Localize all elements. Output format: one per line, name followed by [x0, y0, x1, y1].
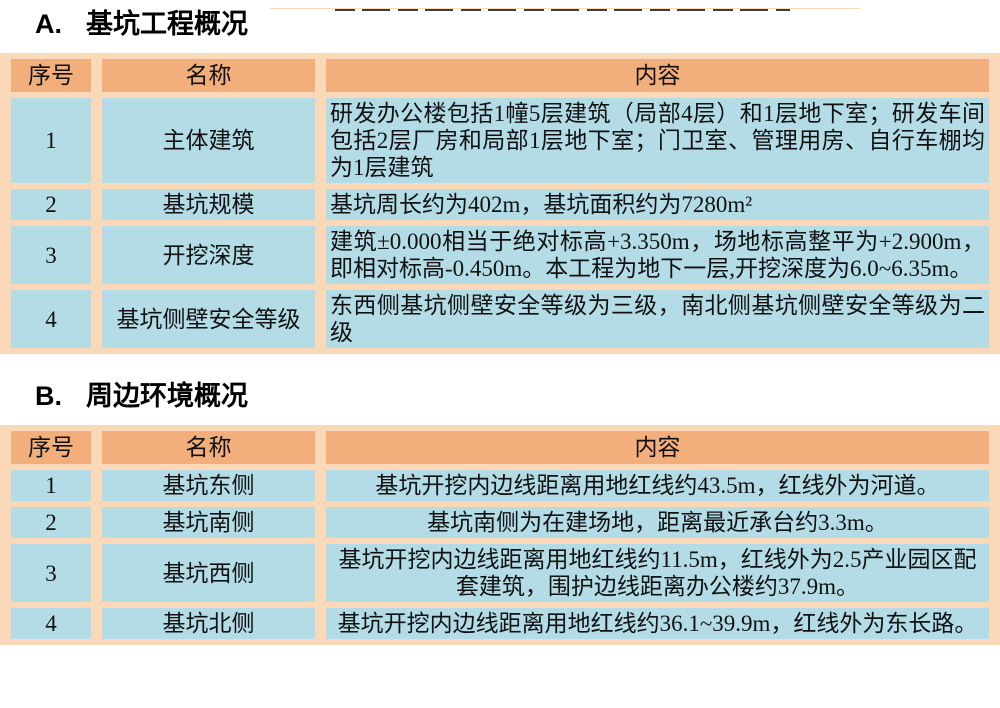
- cropped-content-remnant: [270, 8, 860, 12]
- row-name-cell: 基坑南侧: [102, 507, 315, 538]
- col-header-content: 内容: [326, 59, 989, 92]
- row-name-cell: 基坑东侧: [102, 470, 315, 501]
- col-header-number: 序号: [11, 431, 91, 464]
- table-row: 2 基坑南侧 基坑南侧为在建场地，距离最近承台约3.3m。: [11, 507, 989, 538]
- row-content-cell: 基坑开挖内边线距离用地红线约36.1~39.9m，红线外为东长路。: [326, 608, 989, 639]
- row-content-cell: 研发办公楼包括1幢5层建筑（局部4层）和1层地下室；研发车间包括2层厂房和局部1…: [326, 98, 989, 183]
- row-number-cell: 2: [11, 507, 91, 538]
- row-number-cell: 3: [11, 544, 91, 602]
- row-number-cell: 4: [11, 290, 91, 348]
- table-row: 3 开挖深度 建筑±0.000相当于绝对标高+3.350m，场地标高整平为+2.…: [11, 226, 989, 284]
- cropped-text-dashes: [335, 9, 790, 11]
- table-header-row: 序号 名称 内容: [11, 59, 989, 92]
- row-name-cell: 开挖深度: [102, 226, 315, 284]
- section-b-title: B. 周边环境概况: [35, 380, 1000, 412]
- row-content-cell: 东西侧基坑侧壁安全等级为三级，南北侧基坑侧壁安全等级为二级: [326, 290, 989, 348]
- row-number-cell: 1: [11, 98, 91, 183]
- section-b-heading-text: 周边环境概况: [86, 381, 248, 411]
- section-a-heading-text: 基坑工程概况: [86, 9, 248, 39]
- row-name-cell: 基坑西侧: [102, 544, 315, 602]
- table-row: 1 基坑东侧 基坑开挖内边线距离用地红线约43.5m，红线外为河道。: [11, 470, 989, 501]
- section-b-label: B.: [35, 381, 62, 411]
- row-name-cell: 基坑规模: [102, 189, 315, 220]
- section-a-title: A. 基坑工程概况: [35, 8, 1000, 40]
- table-row: 4 基坑侧壁安全等级 东西侧基坑侧壁安全等级为三级，南北侧基坑侧壁安全等级为二级: [11, 290, 989, 348]
- row-number-cell: 2: [11, 189, 91, 220]
- table-row: 1 主体建筑 研发办公楼包括1幢5层建筑（局部4层）和1层地下室；研发车间包括2…: [11, 98, 989, 183]
- col-header-number: 序号: [11, 59, 91, 92]
- table-foundation-pit-overview: 序号 名称 内容 1 主体建筑 研发办公楼包括1幢5层建筑（局部4层）和1层地下…: [0, 53, 1000, 354]
- row-number-cell: 1: [11, 470, 91, 501]
- row-content-cell: 建筑±0.000相当于绝对标高+3.350m，场地标高整平为+2.900m，即相…: [326, 226, 989, 284]
- row-content-cell: 基坑南侧为在建场地，距离最近承台约3.3m。: [326, 507, 989, 538]
- row-name-cell: 基坑北侧: [102, 608, 315, 639]
- document-page: A. 基坑工程概况 序号 名称 内容 1 主体建筑 研发办公楼包括1幢5层建筑（局…: [0, 8, 1000, 708]
- table-header-row: 序号 名称 内容: [11, 431, 989, 464]
- table-row: 4 基坑北侧 基坑开挖内边线距离用地红线约36.1~39.9m，红线外为东长路。: [11, 608, 989, 639]
- table-surrounding-environment-overview: 序号 名称 内容 1 基坑东侧 基坑开挖内边线距离用地红线约43.5m，红线外为…: [0, 425, 1000, 645]
- cropped-border-sliver: [270, 8, 860, 9]
- row-content-cell: 基坑开挖内边线距离用地红线约11.5m，红线外为2.5产业园区配套建筑，围护边线…: [326, 544, 989, 602]
- col-header-content: 内容: [326, 431, 989, 464]
- row-name-cell: 主体建筑: [102, 98, 315, 183]
- table-row: 3 基坑西侧 基坑开挖内边线距离用地红线约11.5m，红线外为2.5产业园区配套…: [11, 544, 989, 602]
- row-name-cell: 基坑侧壁安全等级: [102, 290, 315, 348]
- section-a-label: A.: [35, 9, 62, 39]
- row-content-cell: 基坑开挖内边线距离用地红线约43.5m，红线外为河道。: [326, 470, 989, 501]
- col-header-name: 名称: [102, 59, 315, 92]
- row-number-cell: 3: [11, 226, 91, 284]
- row-number-cell: 4: [11, 608, 91, 639]
- table-row: 2 基坑规模 基坑周长约为402m，基坑面积约为7280m²: [11, 189, 989, 220]
- col-header-name: 名称: [102, 431, 315, 464]
- row-content-cell: 基坑周长约为402m，基坑面积约为7280m²: [326, 189, 989, 220]
